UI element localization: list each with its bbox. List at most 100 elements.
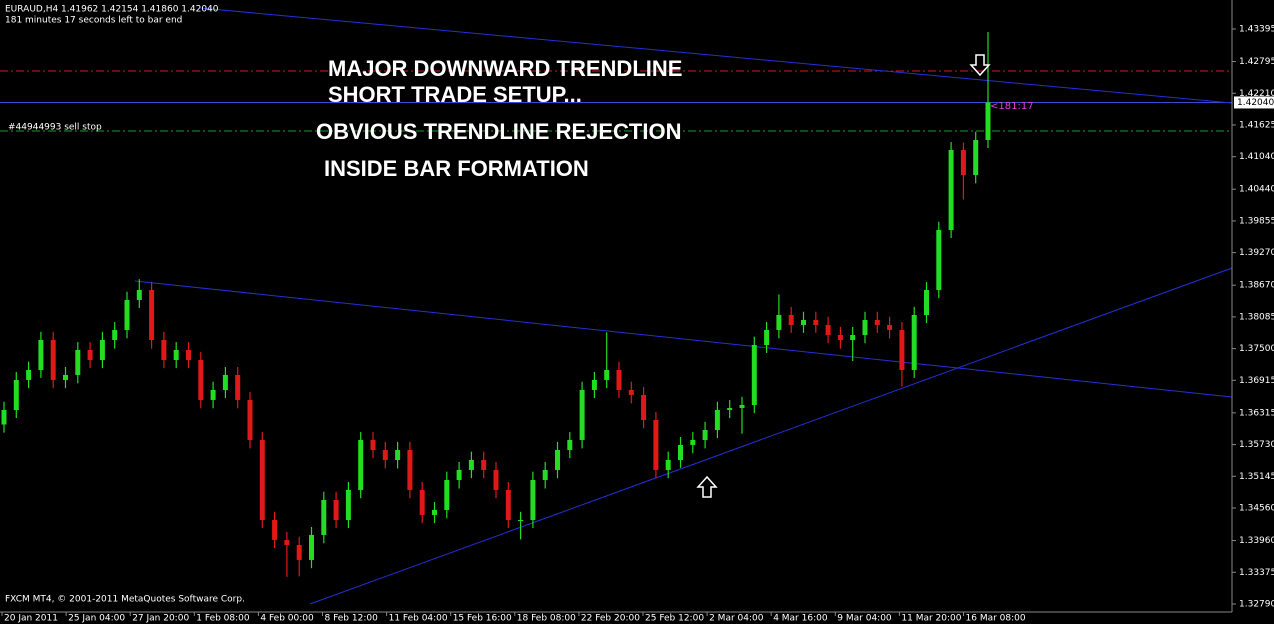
candle-body — [776, 315, 782, 330]
candle-body — [222, 374, 228, 390]
candle-body — [161, 339, 167, 360]
y-tick-label: 1.35730 — [1239, 440, 1274, 450]
candle-body — [530, 479, 536, 520]
candle-body — [628, 389, 634, 395]
candle-body — [210, 389, 216, 400]
x-tick-label: 22 Feb 20:00 — [581, 614, 640, 624]
candle-body — [837, 335, 843, 340]
candle-body — [198, 360, 204, 400]
candle-body — [345, 489, 351, 520]
candle-body — [764, 329, 770, 345]
candle-body — [518, 519, 524, 521]
candle-body — [690, 439, 696, 445]
candle-body — [50, 339, 56, 380]
y-tick-label: 1.39855 — [1239, 216, 1274, 226]
y-tick-label: 1.42795 — [1239, 57, 1274, 67]
y-tick-label: 1.38085 — [1239, 312, 1274, 322]
y-tick-label: 1.32790 — [1239, 599, 1274, 609]
y-tick-label: 1.33960 — [1239, 536, 1274, 546]
up-arrow — [696, 475, 718, 498]
candle-body — [112, 329, 118, 340]
candle-body — [186, 349, 191, 360]
candle-body — [493, 469, 499, 490]
x-tick-label: 27 Jan 20:00 — [132, 614, 189, 624]
candle-body — [616, 369, 622, 390]
x-tick-label: 15 Feb 16:00 — [453, 614, 512, 624]
y-tick-label: 1.39270 — [1239, 248, 1274, 258]
y-tick-label: 1.40440 — [1239, 185, 1274, 195]
x-tick-label: 4 Feb 00:00 — [260, 614, 314, 624]
candle-body — [542, 469, 548, 480]
candle-body — [124, 299, 130, 330]
y-tick-label: 1.36315 — [1239, 408, 1274, 418]
price-label: 1.42040 — [1237, 98, 1274, 108]
x-tick-label: 11 Mar 20:00 — [901, 614, 961, 624]
candle-body — [985, 102, 991, 140]
candle-body — [456, 469, 462, 480]
y-tick-label: 1.43395 — [1239, 25, 1274, 35]
candle-body — [714, 409, 720, 430]
candle-body — [641, 394, 647, 420]
candle-body — [444, 479, 450, 510]
y-tick-label: 1.35145 — [1239, 472, 1274, 482]
candle-body — [75, 349, 81, 375]
x-tick-label: 4 Mar 16:00 — [773, 614, 828, 624]
candle-body — [973, 139, 979, 176]
candle-body — [924, 290, 929, 315]
candle-body — [136, 290, 142, 300]
candle-body — [173, 349, 179, 360]
candle-body — [296, 544, 302, 560]
candle-body — [309, 534, 314, 560]
candle-body — [419, 489, 425, 515]
annotation: SHORT TRADE SETUP... — [328, 82, 582, 107]
candle-body — [936, 229, 942, 291]
candle-body — [407, 450, 413, 490]
x-tick-label: 8 Feb 12:00 — [325, 614, 379, 624]
x-tick-label: 2 Mar 04:00 — [709, 614, 764, 624]
candle-body — [87, 349, 93, 360]
candle-body — [272, 519, 278, 540]
candle-body — [591, 379, 597, 390]
candle-body — [948, 150, 954, 230]
candle-body — [727, 407, 733, 410]
footer: FXCM MT4, © 2001-2011 MetaQuotes Softwar… — [5, 595, 245, 605]
y-tick-label: 1.37500 — [1239, 344, 1274, 354]
trendline — [199, 7, 1233, 104]
candle-body — [801, 319, 806, 325]
y-tick-label: 1.38670 — [1239, 281, 1274, 291]
y-tick-label: 1.34560 — [1239, 504, 1274, 514]
candle-body — [63, 374, 68, 380]
candle-body — [149, 290, 155, 340]
candle-body — [259, 439, 265, 520]
header: 181 minutes 17 seconds left to bar end — [5, 16, 182, 26]
candle-body — [567, 439, 573, 450]
x-tick-label: 9 Mar 04:00 — [837, 614, 892, 624]
candle-body — [99, 339, 105, 360]
candle-body — [887, 324, 893, 330]
candle-body — [579, 389, 585, 440]
x-tick-label: 16 Mar 08:00 — [966, 614, 1026, 624]
candle-body — [960, 150, 966, 176]
candle-body — [26, 369, 32, 380]
trendline — [134, 280, 1233, 398]
down-arrow — [969, 54, 991, 77]
x-tick-label: 20 Jan 2011 — [4, 614, 58, 624]
price-label-box — [1234, 96, 1274, 109]
candle-body — [653, 419, 659, 470]
x-tick-label: 11 Feb 04:00 — [389, 614, 448, 624]
candle-body — [678, 444, 683, 460]
candle-body — [751, 344, 757, 405]
candle-body — [702, 429, 708, 440]
candle-body — [395, 450, 401, 460]
candle-body — [911, 315, 917, 370]
candle-body — [333, 499, 339, 520]
trendline — [309, 267, 1233, 605]
levels — [0, 70, 1232, 132]
candle-body — [505, 489, 511, 520]
timer-label: <181:17 — [990, 101, 1034, 112]
candle-body — [665, 459, 671, 470]
y-tick-label: 1.41040 — [1239, 152, 1274, 162]
y-tick-label: 1.33375 — [1239, 568, 1274, 578]
candle-body — [468, 459, 474, 470]
